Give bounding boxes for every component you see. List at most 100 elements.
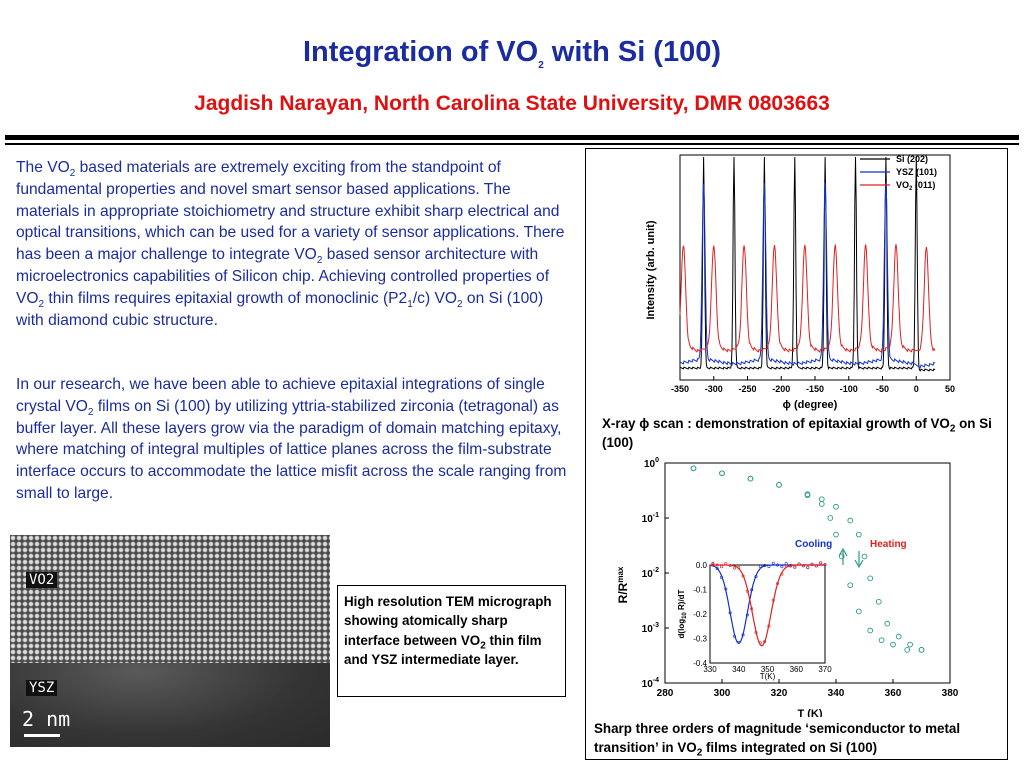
inset-data-point xyxy=(771,598,775,602)
inset-data-point xyxy=(819,561,823,565)
rt-data-point xyxy=(867,627,874,634)
inset-y-tick-label: 0.0 xyxy=(696,561,708,570)
rt-y-tick-label: 100 xyxy=(644,457,659,470)
legend-label-vo2: VO2 (011) xyxy=(896,180,935,192)
inset-data-point xyxy=(767,565,771,569)
tem-caption: High resolution TEM micrograph showing a… xyxy=(337,585,566,697)
rt-x-axis-label: T (K) xyxy=(797,708,822,717)
inset-y-tick-label: -0.4 xyxy=(693,659,707,668)
rt-y-tick-label: 10-1 xyxy=(642,512,659,525)
inset-data-point xyxy=(776,581,780,585)
inset-data-point xyxy=(780,565,784,569)
xrd-x-tick-label: 0 xyxy=(914,384,919,394)
xrd-chart: -350 -300 -250 -200 -150 -100 -50 0 50 ϕ (degree… xyxy=(645,154,955,411)
inset-data-point xyxy=(741,574,745,578)
inset-x-axis-label: T(K) xyxy=(760,672,776,681)
derivative-inset: 330 340 350 360 370 0.0 -0.1 -0.2 -0.3 -0.4 d(log1… xyxy=(677,561,832,681)
paragraph-research: In our research, we have been able to ac… xyxy=(16,376,567,502)
rt-data-point xyxy=(833,503,839,510)
inset-data-point xyxy=(776,563,780,567)
rt-data-point xyxy=(833,531,839,538)
rt-data-point xyxy=(855,531,862,538)
xrd-x-tick-label: -300 xyxy=(705,384,723,394)
inset-data-point xyxy=(780,572,784,576)
xrd-x-tick-label: -100 xyxy=(840,384,858,394)
xrd-caption: X-ray ϕ scan : demonstration of epitaxia… xyxy=(602,416,992,450)
inset-data-point xyxy=(810,562,814,566)
inset-data-point xyxy=(732,634,736,638)
xrd-x-tick-label: -350 xyxy=(671,384,689,394)
rt-data-point xyxy=(855,608,862,615)
inset-x-tick-label: 360 xyxy=(790,665,804,674)
inset-data-point xyxy=(763,564,767,568)
inset-data-point xyxy=(754,575,758,579)
rt-data-point xyxy=(847,517,854,524)
inset-data-point xyxy=(728,611,732,615)
rt-x-tick-label: 340 xyxy=(828,688,845,699)
inset-data-point xyxy=(784,564,788,568)
inset-data-point xyxy=(720,565,724,569)
xrd-series-line xyxy=(679,182,936,369)
inset-y-axis-label: d(log10 R)/dT xyxy=(677,589,688,638)
inset-data-point xyxy=(745,589,749,593)
inset-data-point xyxy=(720,575,724,579)
rt-x-tick-label: 300 xyxy=(714,688,731,699)
tem-micrograph: VO2 YSZ 2 nm xyxy=(10,535,330,747)
xrd-x-tick-label: -250 xyxy=(738,384,756,394)
rt-y-tick-label: 10-3 xyxy=(642,622,659,635)
legend-label-si: Si (202) xyxy=(896,154,928,164)
rt-data-point xyxy=(861,553,868,560)
xrd-series-line xyxy=(679,156,936,372)
rt-data-point xyxy=(867,575,874,582)
rt-data-point xyxy=(847,582,854,589)
inset-data-point xyxy=(737,640,741,644)
rt-data-point xyxy=(776,482,782,488)
inset-data-point xyxy=(771,561,775,565)
inset-data-point xyxy=(823,563,827,567)
rt-data-point xyxy=(804,491,811,498)
rt-y-tick-label: 10-2 xyxy=(642,567,659,580)
rt-data-point xyxy=(890,641,896,648)
inset-data-point xyxy=(741,633,745,637)
inset-data-point xyxy=(715,563,719,567)
xrd-x-tick-label: -200 xyxy=(772,384,790,394)
inset-data-point xyxy=(789,564,793,568)
xrd-x-tick-label: 50 xyxy=(945,384,955,394)
inset-data-point xyxy=(724,562,728,566)
author-line: Jagdish Narayan, North Carolina State Un… xyxy=(194,92,830,115)
rt-data-point xyxy=(875,598,882,605)
inset-plot-area xyxy=(709,564,826,664)
inset-y-tick-label: -0.2 xyxy=(693,610,707,619)
rt-data-point xyxy=(690,465,697,472)
rt-data-point xyxy=(747,475,754,482)
inset-x-tick-label: 370 xyxy=(818,665,832,674)
rt-data-point xyxy=(719,470,725,477)
xrd-x-axis-label: ϕ (degree) xyxy=(783,399,838,411)
rt-x-tick-label: 380 xyxy=(942,688,959,699)
xrd-x-tick-label: -150 xyxy=(806,384,824,394)
inset-data-point xyxy=(728,564,732,568)
figure-panel xyxy=(585,148,1008,760)
tem-label-vo2: VO2 xyxy=(26,572,58,588)
xrd-x-tick-label: -50 xyxy=(876,384,889,394)
xrd-legend: Si (202) YSZ (101) VO2 (011) xyxy=(860,154,937,192)
tem-scale-text: 2 nm xyxy=(22,707,71,731)
rt-data-point xyxy=(878,637,885,644)
inset-data-point xyxy=(750,607,754,611)
rt-data-point xyxy=(904,647,911,653)
inset-data-point xyxy=(732,566,736,570)
rt-x-tick-label: 320 xyxy=(771,688,788,699)
rt-data-point xyxy=(918,647,925,653)
rt-y-axis-label: R/Rmax xyxy=(616,566,630,603)
rt-data-point xyxy=(884,620,891,627)
tem-label-ysz: YSZ xyxy=(26,680,58,696)
paragraph-intro: The VO2 based materials are extremely ex… xyxy=(16,159,565,329)
inset-y-tick-label: -0.3 xyxy=(693,635,707,644)
inset-x-tick-label: 340 xyxy=(732,665,746,674)
rt-data-point xyxy=(895,633,902,640)
inset-data-point xyxy=(737,566,741,570)
cooling-arrow-icon xyxy=(838,547,848,565)
ysz-region xyxy=(10,663,330,747)
inset-data-point xyxy=(711,561,715,565)
